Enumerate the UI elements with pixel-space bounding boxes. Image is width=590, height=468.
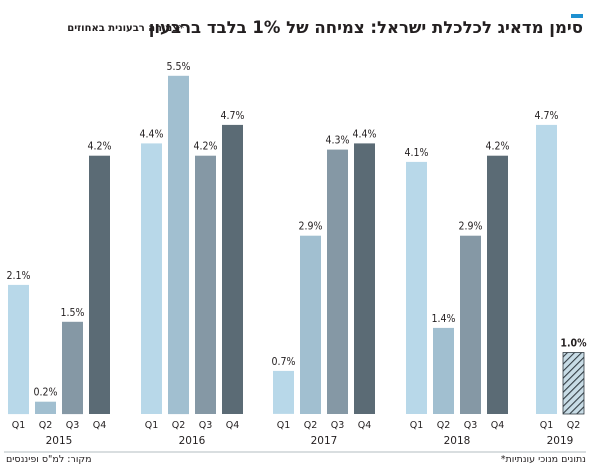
year-group-2015: 2.1% Q1 0.2% Q2 1.5% Q3 4.2% Q4 2015 [7,141,112,447]
bar-2015-q2 [35,401,56,414]
bar-2016-q4 [222,124,243,415]
year-group-2017: 0.7% Q1 2.9% Q2 4.3% Q3 4.4% Q4 2017 [272,128,377,447]
value-label-2016-q4: 4.7% [221,110,245,122]
bar-2017-q1 [273,370,294,414]
quarter-label-2017-q2: Q2 [304,420,318,431]
bar-2016-q2 [168,75,189,415]
chart-title: סימן מדאיג לכלכלת ישראל: צמיחה של 1% בלב… [149,18,583,37]
quarter-label-2016-q3: Q3 [199,420,213,431]
year-label-2019: 2019 [547,435,574,447]
title-accent-bar [571,14,583,18]
quarter-label-2015-q3: Q3 [66,420,80,431]
quarter-label-2015-q2: Q2 [39,420,53,431]
year-group-2018: 4.1% Q1 1.4% Q2 2.9% Q3 4.2% Q4 2018 [405,141,510,447]
bar-2017-q2 [300,235,321,414]
bar-2015-q3 [62,321,83,415]
value-label-2018-q1: 4.1% [405,147,429,159]
footnote-seasonal: *נתונים מנוכי עונתיות [501,454,586,465]
bar-2019-q1 [536,124,557,415]
value-label-2018-q2: 1.4% [432,313,456,325]
bar-2015-q4 [89,155,110,414]
quarter-label-2018-q2: Q2 [437,420,451,431]
bar-2016-q1 [141,143,162,414]
quarter-label-2016-q2: Q2 [172,420,186,431]
year-label-2018: 2018 [444,435,471,447]
year-label-2015: 2015 [46,435,73,447]
quarter-label-2015-q4: Q4 [93,420,107,431]
quarter-label-2019-q1: Q1 [540,420,554,431]
plot-area: 2.1% Q1 0.2% Q2 1.5% Q3 4.2% Q4 2015 4.4% Q1 5.5% Q2… [4,61,588,453]
year-label-2017: 2017 [311,435,338,447]
quarter-label-2016-q4: Q4 [226,420,240,431]
value-label-2017-q1: 0.7% [272,356,296,368]
value-label-2017-q3: 4.3% [326,135,350,147]
value-label-2015-q3: 1.5% [61,307,85,319]
value-label-2016-q2: 5.5% [167,61,191,73]
bar-2018-q3 [460,235,481,414]
bar-2018-q2 [433,327,454,414]
bar-2018-q1 [406,161,427,414]
value-label-2019-q2: 1.0% [560,338,587,350]
quarter-label-2018-q3: Q3 [464,420,478,431]
bar-2018-q4 [487,155,508,414]
value-label-2017-q4: 4.4% [353,128,377,140]
value-label-2017-q2: 2.9% [299,221,323,233]
quarter-label-2017-q3: Q3 [331,420,345,431]
value-label-2016-q1: 4.4% [140,128,164,140]
quarter-label-2018-q1: Q1 [410,420,424,431]
value-label-2019-q1: 4.7% [535,110,559,122]
quarter-label-2019-q2: Q2 [567,420,581,431]
value-label-2015-q2: 0.2% [34,387,58,399]
bar-2017-q3 [327,149,348,414]
chart-subtitle: צמיחה רבעונית באחוזים* [67,23,185,34]
bar-2015-q1 [8,284,29,415]
value-label-2016-q3: 4.2% [194,141,218,153]
year-label-2016: 2016 [179,435,206,447]
quarter-label-2017-q1: Q1 [277,420,291,431]
value-label-2018-q3: 2.9% [459,221,483,233]
year-group-2016: 4.4% Q1 5.5% Q2 4.2% Q3 4.7% Q4 2016 [140,61,245,447]
value-label-2018-q4: 4.2% [486,141,510,153]
bar-2017-q4 [354,143,375,414]
quarter-label-2017-q4: Q4 [358,420,372,431]
footnote-source: מקור: למ"ס ופיננסים [6,454,92,465]
bar-2019-q2 [562,352,585,415]
quarter-label-2015-q1: Q1 [12,420,26,431]
quarter-label-2018-q4: Q4 [491,420,505,431]
quarter-label-2016-q1: Q1 [145,420,159,431]
value-label-2015-q1: 2.1% [7,270,31,282]
value-label-2015-q4: 4.2% [88,141,112,153]
bar-2016-q3 [195,155,216,414]
year-group-2019: 4.7% Q1 1.0% Q2 2019 [535,110,588,447]
